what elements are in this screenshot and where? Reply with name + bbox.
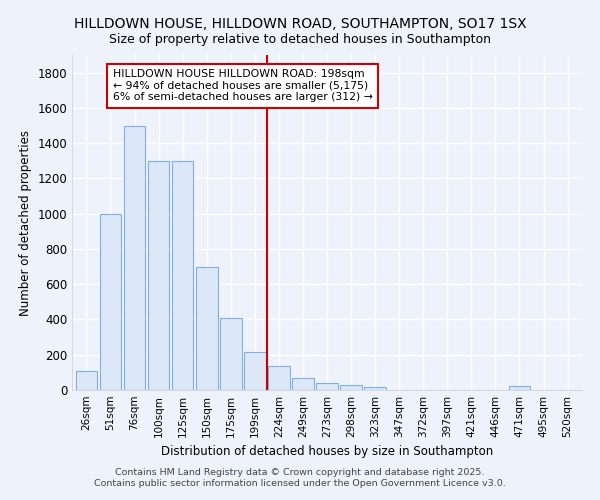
Text: Size of property relative to detached houses in Southampton: Size of property relative to detached ho… (109, 32, 491, 46)
Bar (196, 266, 218, 390)
Bar (100, 214, 121, 390)
Bar (124, 126, 145, 390)
Bar (316, 383, 338, 390)
Bar (220, 318, 242, 390)
X-axis label: Distribution of detached houses by size in Southampton: Distribution of detached houses by size … (161, 446, 493, 458)
Text: HILLDOWN HOUSE, HILLDOWN ROAD, SOUTHAMPTON, SO17 1SX: HILLDOWN HOUSE, HILLDOWN ROAD, SOUTHAMPT… (74, 18, 526, 32)
Text: HILLDOWN HOUSE HILLDOWN ROAD: 198sqm
← 94% of detached houses are smaller (5,175: HILLDOWN HOUSE HILLDOWN ROAD: 198sqm ← 9… (113, 69, 373, 102)
Bar (76, 370, 97, 390)
Bar (292, 378, 314, 390)
Text: Contains HM Land Registry data © Crown copyright and database right 2025.
Contai: Contains HM Land Registry data © Crown c… (94, 468, 506, 487)
Bar (148, 161, 169, 390)
Bar (172, 161, 193, 390)
Bar (268, 366, 290, 390)
Y-axis label: Number of detached properties: Number of detached properties (19, 130, 32, 316)
Bar (364, 388, 386, 390)
Bar (509, 386, 530, 390)
Bar (244, 352, 266, 390)
Bar (340, 384, 362, 390)
